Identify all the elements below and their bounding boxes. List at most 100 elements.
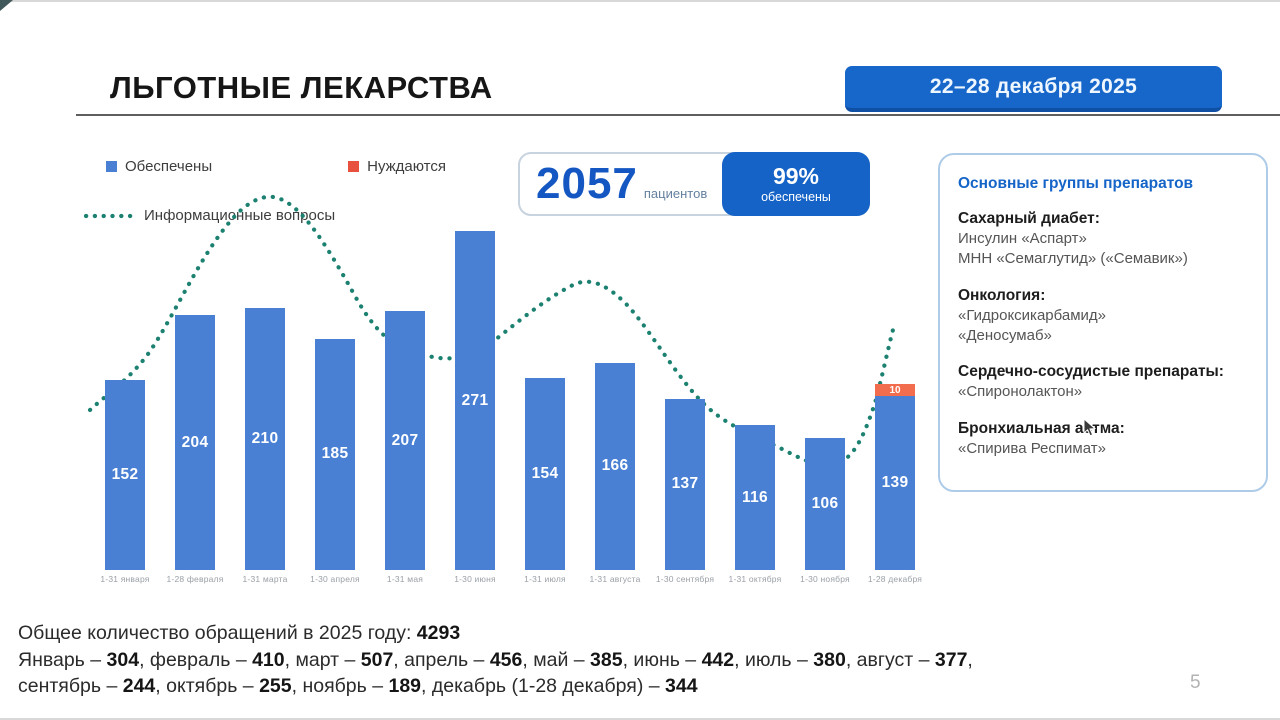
bar-4: 185 bbox=[315, 338, 355, 570]
patients-stat-card: 2057 пациентов 99% обеспечены bbox=[518, 152, 870, 216]
chart-legend: Обеспечены Нуждаются Информационные вопр… bbox=[82, 158, 502, 224]
footer-month: сентябрь – bbox=[18, 675, 123, 697]
bar-value-label: 152 bbox=[111, 466, 139, 483]
x-axis-tick-label: 1-28 февраля bbox=[166, 574, 224, 584]
bar-value-label: 116 bbox=[742, 488, 768, 506]
footer-month: декабрь (1-28 декабря) – bbox=[431, 675, 665, 697]
x-axis-tick-label: 1-30 сентября bbox=[655, 574, 715, 584]
footer-month-value: 189 bbox=[388, 675, 422, 697]
footer-month: август – bbox=[856, 648, 935, 671]
bar-value-label: 139 bbox=[881, 474, 909, 492]
footer-month: апрель – bbox=[404, 648, 490, 671]
footer-month-value: 456 bbox=[489, 648, 523, 671]
footer-month-value: 244 bbox=[122, 675, 156, 697]
drug-group-item: МНН «Семаглутид» («Семавик») bbox=[958, 250, 1188, 268]
drug-panel-title: Основные группы препаратов bbox=[958, 175, 1194, 192]
bar-12: 139 10 bbox=[875, 383, 915, 570]
footer-summary: Общее количество обращений в 2025 году: … bbox=[18, 620, 1178, 700]
bar-3: 210 bbox=[245, 307, 285, 570]
mouse-cursor-icon bbox=[1083, 418, 1097, 437]
bar-needing-segment: 10 bbox=[875, 383, 915, 397]
legend-needing-swatch bbox=[348, 161, 360, 172]
bar-value-label: 204 bbox=[181, 433, 209, 451]
drug-group-item: «Спиронолактон» bbox=[958, 383, 1083, 401]
footer-month-value: 255 bbox=[259, 675, 292, 697]
bar-value-label: 106 bbox=[811, 494, 839, 512]
legend-dotted-line-swatch bbox=[83, 213, 134, 218]
footer-months-line-2: сентябрь – 244, октябрь – 255, ноябрь – … bbox=[18, 675, 698, 697]
title-underline bbox=[76, 114, 1280, 116]
bar-11: 106 bbox=[805, 437, 845, 570]
drug-group: Онкология: «Гидроксикарбамид» «Деносумаб» bbox=[958, 286, 1248, 347]
patients-count: 2057 bbox=[536, 159, 638, 208]
drug-group-name: Сердечно-сосудистые препараты: bbox=[958, 363, 1224, 381]
corner-decoration bbox=[0, 0, 13, 11]
x-axis-tick-label: 1-31 января bbox=[100, 574, 150, 584]
footer-month-value: 507 bbox=[360, 648, 394, 671]
footer-month: май – bbox=[533, 648, 591, 671]
footer-month-value: 385 bbox=[590, 648, 623, 671]
frame-bottom-edge bbox=[0, 718, 1280, 720]
patients-count-label: пациентов bbox=[643, 186, 708, 201]
legend-needing-label: Нуждаются bbox=[367, 158, 446, 175]
x-axis-tick-label: 1-28 декабря bbox=[867, 574, 923, 584]
drug-groups-panel: Основные группы препаратов Сахарный диаб… bbox=[938, 153, 1268, 492]
drug-group-name: Онкология: bbox=[958, 286, 1046, 304]
chart-area: 152 1-31 января 204 1-28 февраля 210 1-31 мар… bbox=[70, 148, 930, 593]
bar-value-label: 185 bbox=[321, 445, 349, 463]
footer-months-line-1: Январь – 304, февраль – 410, март – 507,… bbox=[18, 648, 973, 671]
bar-value-label: 154 bbox=[531, 464, 559, 482]
footer-month-value: 304 bbox=[106, 648, 140, 671]
footer-month-value: 380 bbox=[813, 648, 846, 671]
x-axis-tick-label: 1-31 августа bbox=[589, 574, 641, 584]
provided-percent-label: обеспечены bbox=[761, 189, 831, 204]
bar-2: 204 bbox=[175, 315, 215, 570]
bar-5: 207 bbox=[385, 311, 425, 570]
footer-month: февраль – bbox=[149, 648, 253, 671]
footer-month: октябрь – bbox=[166, 675, 260, 697]
bar-10: 116 bbox=[735, 425, 775, 570]
drug-group-name: Бронхиальная астма: bbox=[958, 419, 1125, 437]
drug-group: Бронхиальная астма: «Спирива Респимат» bbox=[958, 419, 1248, 459]
date-range-badge: 22–28 декабря 2025 bbox=[845, 66, 1222, 112]
drug-group-item: Инсулин «Аспарт» bbox=[958, 230, 1087, 248]
drug-group: Сахарный диабет: Инсулин «Аспарт» МНН «Сем… bbox=[958, 209, 1248, 270]
x-axis-tick-label: 1-31 октября bbox=[728, 574, 782, 584]
legend-provided-label: Обеспечены bbox=[125, 158, 213, 175]
footer-month: ноябрь – bbox=[302, 675, 389, 697]
x-axis-tick-label: 1-30 июня bbox=[454, 574, 496, 584]
drug-group: Сердечно-сосудистые препараты: «Спиронола… bbox=[958, 362, 1248, 402]
footer-month-value: 377 bbox=[934, 648, 968, 671]
provided-percent-card: 99% обеспечены bbox=[722, 152, 870, 216]
x-axis-tick-label: 1-31 июля bbox=[524, 574, 566, 584]
provided-percent-value: 99% bbox=[772, 163, 820, 190]
bar-value-label: 166 bbox=[601, 457, 629, 475]
drug-group-item: «Гидроксикарбамид» bbox=[958, 306, 1107, 324]
x-axis-tick-label: 1-31 мая bbox=[386, 574, 424, 584]
footer-month: Январь – bbox=[18, 648, 107, 671]
footer-month-value: 410 bbox=[252, 648, 285, 671]
info-requests-dotted-curve bbox=[87, 194, 897, 468]
bar-8: 166 bbox=[595, 362, 635, 570]
page-number: 5 bbox=[1190, 672, 1201, 693]
footer-month-value: 344 bbox=[665, 675, 698, 697]
x-axis-tick-label: 1-30 ноября bbox=[800, 574, 850, 584]
bar-value-label: 207 bbox=[391, 431, 419, 449]
x-axis-tick-label: 1-30 апреля bbox=[310, 574, 360, 584]
drug-group-item: «Деносумаб» bbox=[958, 327, 1052, 345]
bar-value-label: 137 bbox=[671, 475, 699, 493]
bar-6: 271 bbox=[455, 231, 495, 570]
footer-month-value: 442 bbox=[701, 648, 735, 671]
legend-info-label: Информационные вопросы bbox=[144, 207, 336, 224]
footer-month: июнь – bbox=[633, 648, 702, 671]
footer-total-value: 4293 bbox=[416, 622, 461, 644]
frame-top-edge bbox=[0, 0, 1280, 2]
drug-groups: Сахарный диабет: Инсулин «Аспарт» МНН «Сем… bbox=[958, 209, 1248, 459]
footer-total-line: Общее количество обращений в 2025 году: … bbox=[18, 620, 1178, 647]
legend-provided-swatch bbox=[106, 161, 117, 172]
bar-7: 154 bbox=[525, 377, 565, 570]
footer-total-label: Общее количество обращений в 2025 году: bbox=[18, 622, 412, 644]
bar-value-label: 210 bbox=[251, 429, 279, 447]
footer-month: июль – bbox=[744, 648, 814, 671]
bar-1: 152 bbox=[105, 380, 145, 570]
